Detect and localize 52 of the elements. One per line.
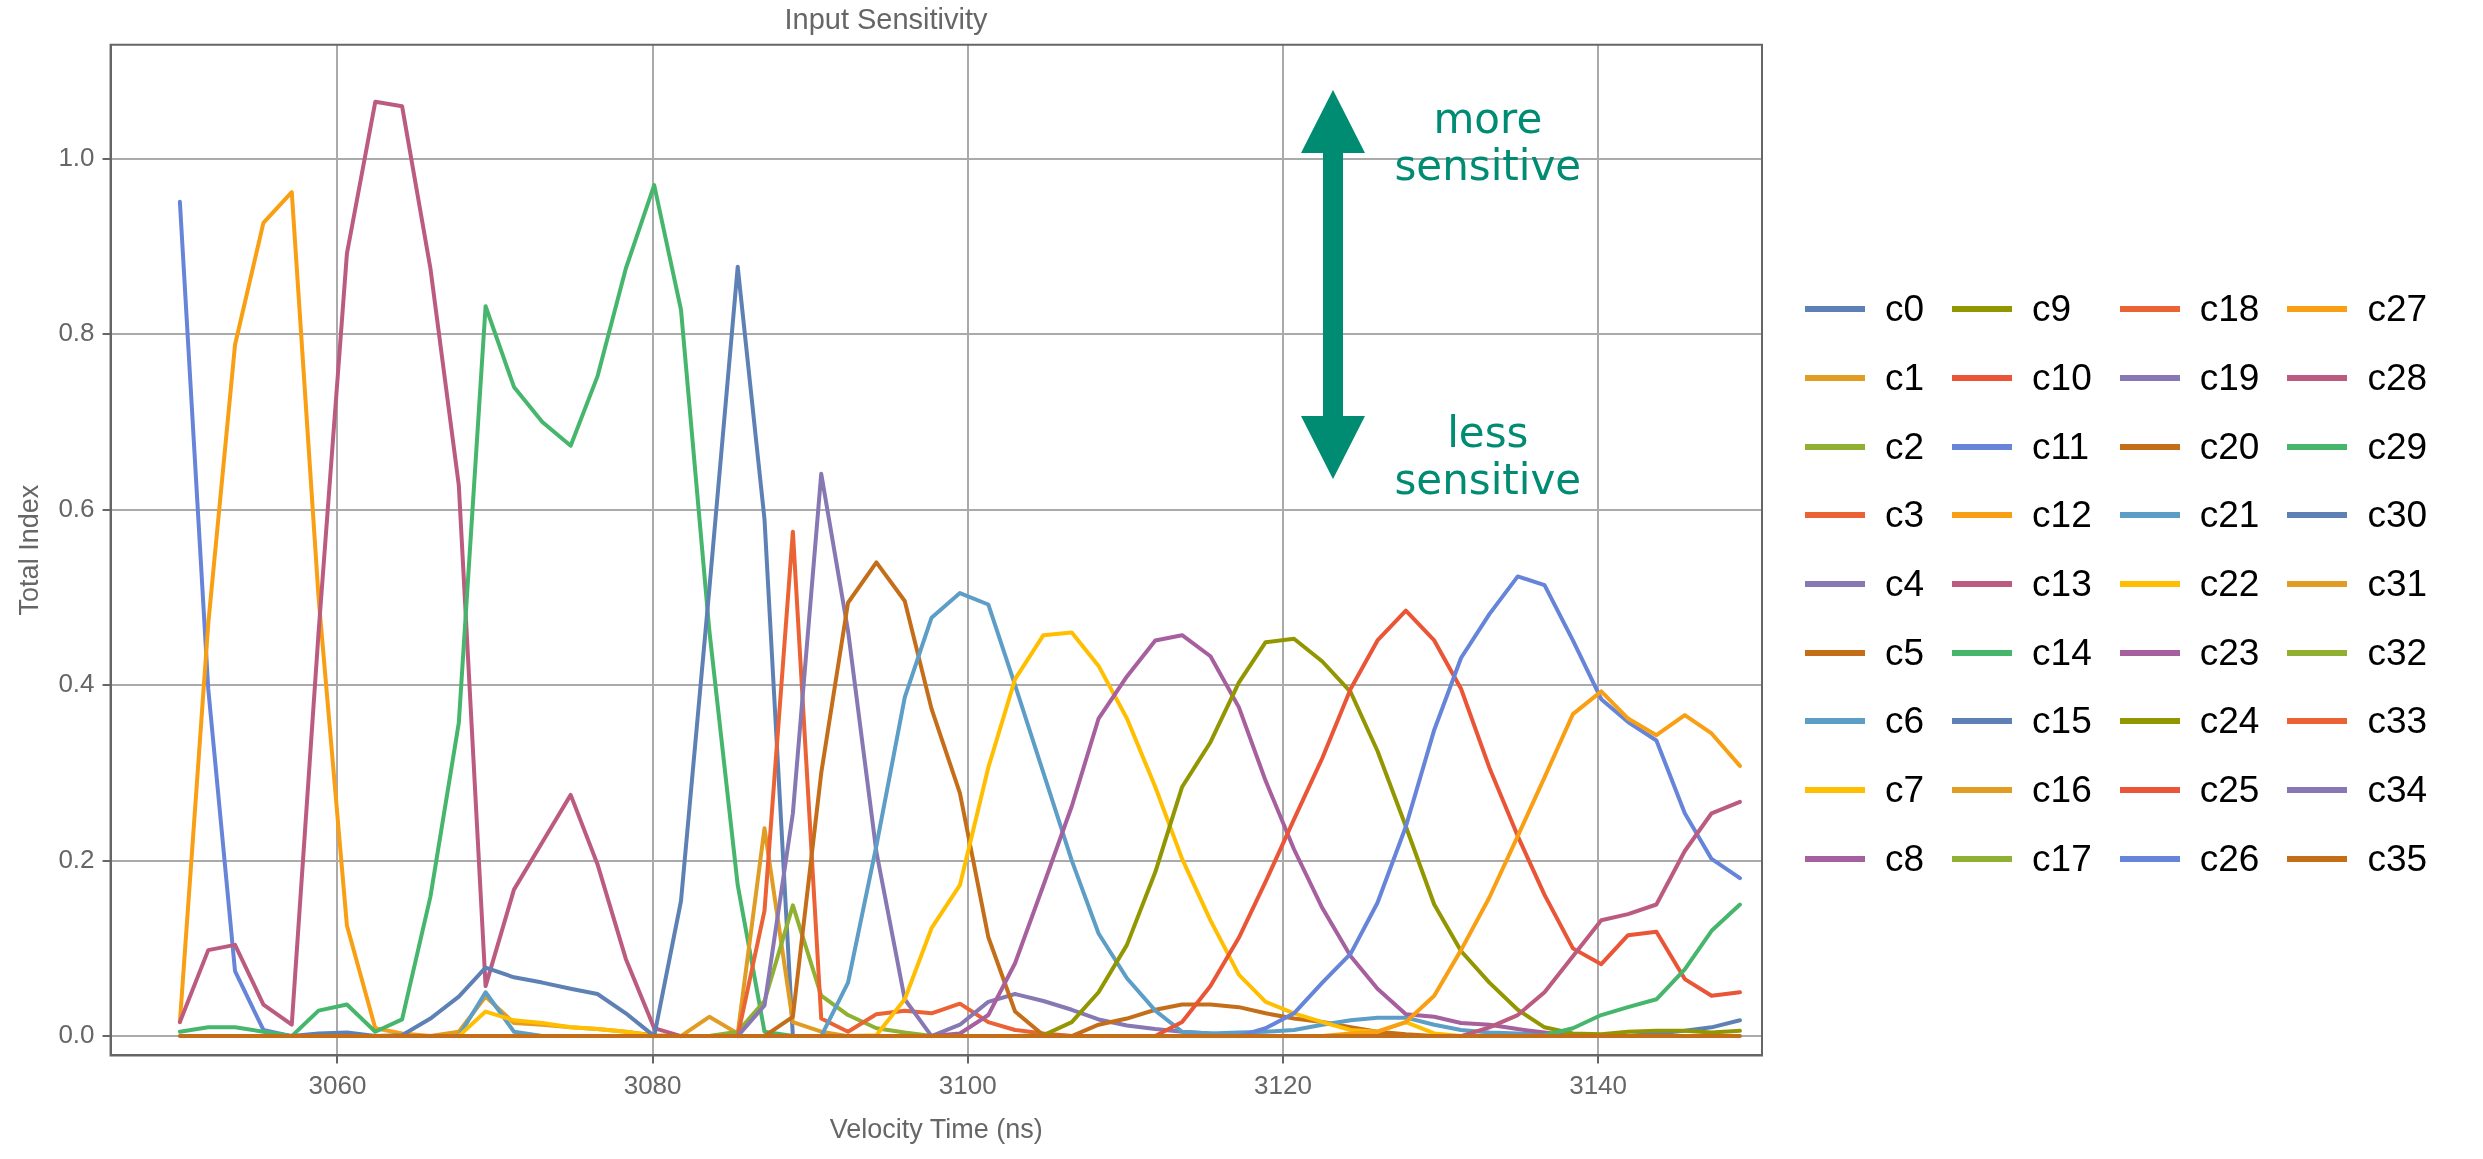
y-axis-title: Total Index <box>13 484 44 616</box>
legend-label: c30 <box>2367 494 2428 537</box>
legend-label: c1 <box>1885 357 1925 400</box>
legend-label: c23 <box>2199 631 2260 674</box>
legend-label: c34 <box>2367 769 2428 812</box>
legend-label: c28 <box>2367 357 2428 400</box>
annotation: less sensitive <box>1393 407 1583 504</box>
legend-label: c22 <box>2199 563 2260 606</box>
y-tick-label: 0.4 <box>58 668 95 699</box>
y-tick-label: 0.8 <box>58 317 95 348</box>
legend-label: c2 <box>1885 425 1925 468</box>
legend-label: c24 <box>2199 700 2260 743</box>
legend-label: c0 <box>1885 288 1925 331</box>
x-tick-label: 3120 <box>1254 1070 1312 1101</box>
legend-label: c6 <box>1885 700 1925 743</box>
legend-label: c25 <box>2199 769 2260 812</box>
legend-label: c4 <box>1885 563 1925 606</box>
legend-label: c14 <box>2032 631 2092 674</box>
legend-label: c11 <box>2032 425 2089 468</box>
legend-label: c15 <box>2032 700 2092 743</box>
legend-label: c12 <box>2032 494 2092 537</box>
legend-label: c8 <box>1885 837 1925 880</box>
legend-label: c5 <box>1885 631 1925 674</box>
legend-label: c29 <box>2367 425 2428 468</box>
x-axis-title: Velocity Time (ns) <box>829 1114 1043 1145</box>
legend-label: c17 <box>2032 837 2092 880</box>
legend-label: c9 <box>2032 288 2072 331</box>
y-tick-label: 0.6 <box>58 492 95 523</box>
legend-label: c3 <box>1885 494 1925 537</box>
y-tick-label: 0.0 <box>58 1019 95 1050</box>
legend-label: c18 <box>2199 288 2260 331</box>
legend-label: c27 <box>2367 288 2428 331</box>
legend-label: c32 <box>2367 631 2428 674</box>
legend-label: c20 <box>2199 425 2260 468</box>
x-tick-label: 3100 <box>938 1070 997 1101</box>
legend-label: c10 <box>2032 357 2092 400</box>
legend-label: c35 <box>2367 837 2428 880</box>
legend-label: c19 <box>2199 357 2260 400</box>
y-tick-label: 1.0 <box>58 142 95 173</box>
legend-label: c7 <box>1885 769 1925 812</box>
annotation: more sensitive <box>1393 94 1583 191</box>
legend-label: c31 <box>2367 563 2428 606</box>
legend-label: c33 <box>2367 700 2428 743</box>
legend-label: c16 <box>2032 769 2092 812</box>
chart-title: Input Sensitivity <box>784 3 989 36</box>
legend-label: c21 <box>2199 494 2260 537</box>
x-tick-label: 3060 <box>308 1070 367 1101</box>
legend-label: c26 <box>2199 837 2260 880</box>
y-tick-label: 0.2 <box>58 843 95 874</box>
legend-label: c13 <box>2032 563 2092 606</box>
x-tick-label: 3080 <box>623 1070 682 1101</box>
x-tick-label: 3140 <box>1569 1070 1628 1101</box>
